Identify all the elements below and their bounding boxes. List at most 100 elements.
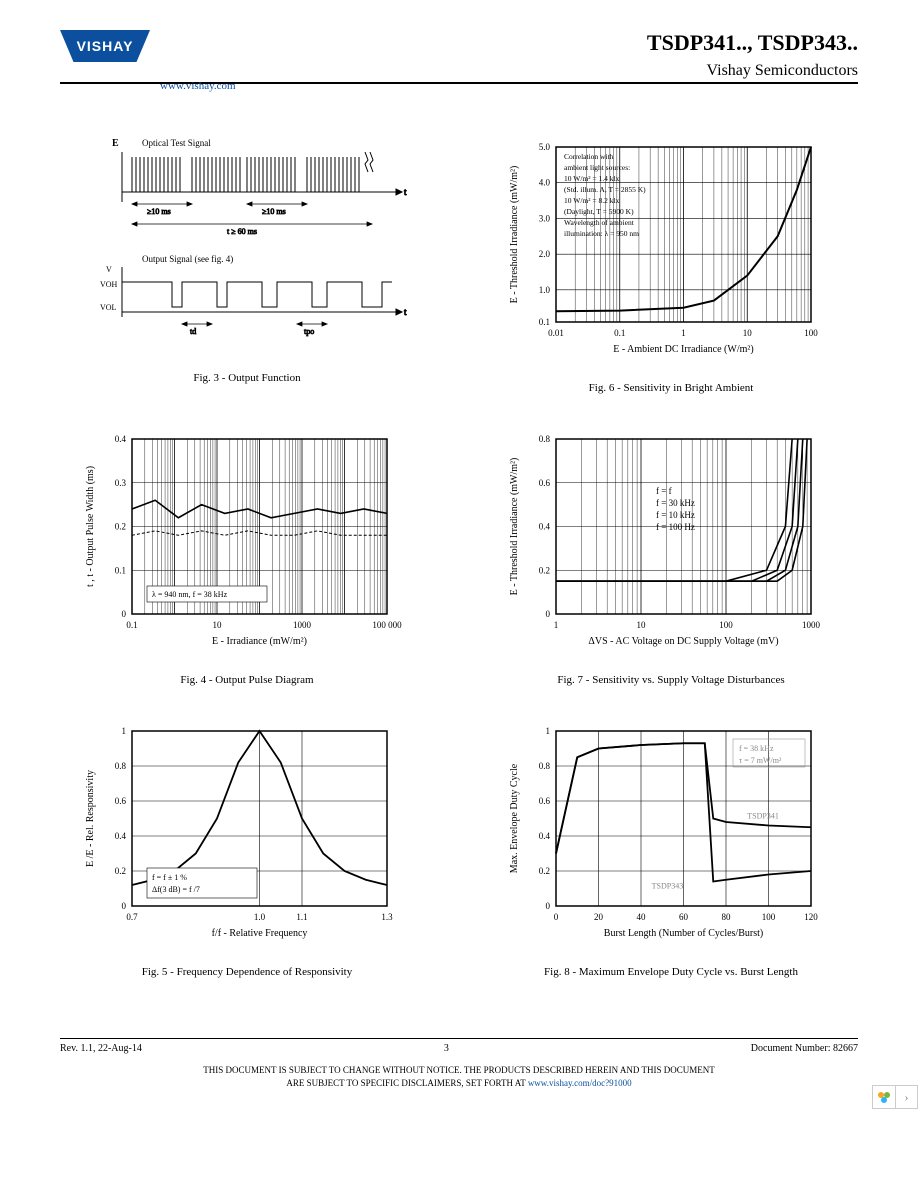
svg-text:E - Ambient DC Irradiance (W/: E - Ambient DC Irradiance (W/m²) <box>613 344 753 355</box>
svg-text:0.6: 0.6 <box>539 478 551 488</box>
svg-text:Burst Length (Number of Cycles: Burst Length (Number of Cycles/Burst) <box>604 928 763 939</box>
svg-text:E: E <box>112 138 119 149</box>
svg-text:1000: 1000 <box>802 620 821 630</box>
svg-text:t , t - Output Pulse Widt: t , t - Output Pulse Width (ms) <box>85 466 96 587</box>
svg-text:E /E - Rel. Responsivit: E /E - Rel. Responsivity <box>85 770 96 867</box>
svg-text:100 000: 100 000 <box>372 620 402 630</box>
svg-text:TSDP343: TSDP343 <box>652 882 684 891</box>
fig3-caption: Fig. 3 - Output Function <box>193 372 300 384</box>
svg-text:10 W/m² = 8.2 klx: 10 W/m² = 8.2 klx <box>564 196 620 205</box>
fig8-caption: Fig. 8 - Maximum Envelope Duty Cycle vs.… <box>544 966 798 978</box>
svg-text:0.7: 0.7 <box>126 912 138 922</box>
nav-widget: › <box>872 1085 918 1109</box>
svg-text:0.1: 0.1 <box>115 565 126 575</box>
vishay-logo: VISHAY <box>60 30 162 70</box>
disclaimer-link[interactable]: www.vishay.com/doc?91000 <box>528 1078 632 1088</box>
fig5-caption: Fig. 5 - Frequency Dependence of Respons… <box>142 966 352 978</box>
svg-text:0: 0 <box>122 609 127 619</box>
figure-8: 02040608010012000.20.40.60.81Burst Lengt… <box>484 716 858 978</box>
svg-text:(Daylight, T = 5900 K): (Daylight, T = 5900 K) <box>564 207 634 216</box>
svg-text:0.01: 0.01 <box>548 328 564 338</box>
svg-text:4.0: 4.0 <box>539 178 551 188</box>
svg-text:λ = 940 nm, f = 38 kHz: λ = 940 nm, f = 38 kHz <box>152 590 228 599</box>
svg-text:(Std. illum. A, T = 2855 K): (Std. illum. A, T = 2855 K) <box>564 185 646 194</box>
fig8-svg: 02040608010012000.20.40.60.81Burst Lengt… <box>501 716 841 956</box>
svg-text:1.1: 1.1 <box>296 912 307 922</box>
svg-text:40: 40 <box>637 912 647 922</box>
svg-text:Max. Envelope Duty Cycle: Max. Envelope Duty Cycle <box>509 763 520 873</box>
svg-text:E - Threshold Irradiance: E - Threshold Irradiance (mW/m²) <box>509 458 520 596</box>
svg-text:E - Threshold Irradiance: E - Threshold Irradiance (mW/m²) <box>509 166 520 304</box>
svg-text:f = 30 kHz: f = 30 kHz <box>656 498 695 508</box>
svg-text:f = f: f = f <box>656 486 672 496</box>
svg-text:0.6: 0.6 <box>539 796 551 806</box>
svg-text:0.8: 0.8 <box>539 761 551 771</box>
svg-text:0.4: 0.4 <box>539 831 551 841</box>
svg-text:10 W/m² = 1.4 klx: 10 W/m² = 1.4 klx <box>564 174 620 183</box>
svg-text:t ≥ 60 ms: t ≥ 60 ms <box>227 227 257 236</box>
svg-text:1: 1 <box>122 726 127 736</box>
svg-text:100: 100 <box>804 328 818 338</box>
svg-text:≥10 ms: ≥10 ms <box>147 207 171 216</box>
svg-text:100: 100 <box>719 620 733 630</box>
svg-text:td: td <box>190 327 196 336</box>
svg-text:10: 10 <box>213 620 223 630</box>
nav-logo-icon[interactable] <box>873 1086 895 1108</box>
svg-text:80: 80 <box>722 912 732 922</box>
svg-text:Wavelength of ambient: Wavelength of ambient <box>564 218 635 227</box>
svg-text:0.3: 0.3 <box>115 478 127 488</box>
footer-page: 3 <box>444 1043 449 1054</box>
nav-next-icon[interactable]: › <box>895 1086 917 1108</box>
svg-text:1000: 1000 <box>293 620 312 630</box>
figure-5: 0.71.01.11.300.20.40.60.81f/f - Relative… <box>60 716 434 978</box>
fig6-svg: 0.010.11101000.11.02.03.04.05.0E - Ambie… <box>501 132 841 372</box>
vishay-url[interactable]: www.vishay.com <box>160 80 858 92</box>
svg-text:0: 0 <box>546 901 551 911</box>
svg-text:60: 60 <box>679 912 689 922</box>
svg-text:0: 0 <box>554 912 559 922</box>
svg-text:Output Signal (see fig. 4): Output Signal (see fig. 4) <box>142 254 233 264</box>
fig7-caption: Fig. 7 - Sensitivity vs. Supply Voltage … <box>557 674 784 686</box>
page-footer: Rev. 1.1, 22-Aug-14 3 Document Number: 8… <box>60 1038 858 1054</box>
page-header: VISHAY TSDP341.., TSDP343.. Vishay Semic… <box>60 30 858 84</box>
svg-text:TSDP341: TSDP341 <box>747 812 779 821</box>
svg-text:0.1: 0.1 <box>539 317 550 327</box>
svg-text:0.4: 0.4 <box>115 831 127 841</box>
logo-text: VISHAY <box>77 38 134 54</box>
svg-text:0.4: 0.4 <box>115 434 127 444</box>
svg-text:2.0: 2.0 <box>539 249 551 259</box>
svg-text:0.8: 0.8 <box>115 761 127 771</box>
svg-text:f = 10 kHz: f = 10 kHz <box>656 510 695 520</box>
svg-text:f = 38 kHz: f = 38 kHz <box>739 744 774 753</box>
part-number: TSDP341.., TSDP343.. <box>647 30 858 56</box>
svg-text:0.1: 0.1 <box>126 620 137 630</box>
svg-text:tpo: tpo <box>304 327 314 336</box>
svg-text:τ = 7 mW/m²: τ = 7 mW/m² <box>739 756 782 765</box>
svg-text:0.2: 0.2 <box>115 522 126 532</box>
svg-text:1.0: 1.0 <box>539 285 551 295</box>
disclaimer-line1: THIS DOCUMENT IS SUBJECT TO CHANGE WITHO… <box>203 1065 714 1075</box>
svg-text:20: 20 <box>594 912 604 922</box>
svg-text:0: 0 <box>546 609 551 619</box>
svg-text:5.0: 5.0 <box>539 142 551 152</box>
svg-text:ΔVS - AC Voltage on DC Supp: ΔVS - AC Voltage on DC Supply Voltage (m… <box>588 636 778 647</box>
svg-text:f = 100 Hz: f = 100 Hz <box>656 522 695 532</box>
figure-4: 0.1101000100 00000.10.20.30.4E - Irradia… <box>60 424 434 686</box>
fig4-svg: 0.1101000100 00000.10.20.30.4E - Irradia… <box>77 424 417 664</box>
disclaimer: THIS DOCUMENT IS SUBJECT TO CHANGE WITHO… <box>60 1064 858 1089</box>
disclaimer-line2: ARE SUBJECT TO SPECIFIC DISCLAIMERS, SET… <box>286 1078 525 1088</box>
svg-text:1: 1 <box>554 620 559 630</box>
svg-text:10: 10 <box>637 620 647 630</box>
svg-text:120: 120 <box>804 912 818 922</box>
footer-docnum: Document Number: 82667 <box>751 1043 858 1054</box>
svg-text:0.2: 0.2 <box>539 866 550 876</box>
svg-text:0.6: 0.6 <box>115 796 127 806</box>
svg-text:Δf(3 dB) = f /7: Δf(3 dB) = f /7 <box>152 885 200 894</box>
svg-text:0.1: 0.1 <box>614 328 625 338</box>
footer-rev: Rev. 1.1, 22-Aug-14 <box>60 1043 142 1054</box>
figure-3: E Optical Test Signal t ≥10 ms ≥10 ms <box>60 132 434 394</box>
svg-text:f/f - Relative Frequency: f/f - Relative Frequency <box>212 928 308 939</box>
subtitle: Vishay Semiconductors <box>647 62 858 80</box>
svg-text:1: 1 <box>546 726 551 736</box>
svg-text:ambient light sources:: ambient light sources: <box>564 163 630 172</box>
